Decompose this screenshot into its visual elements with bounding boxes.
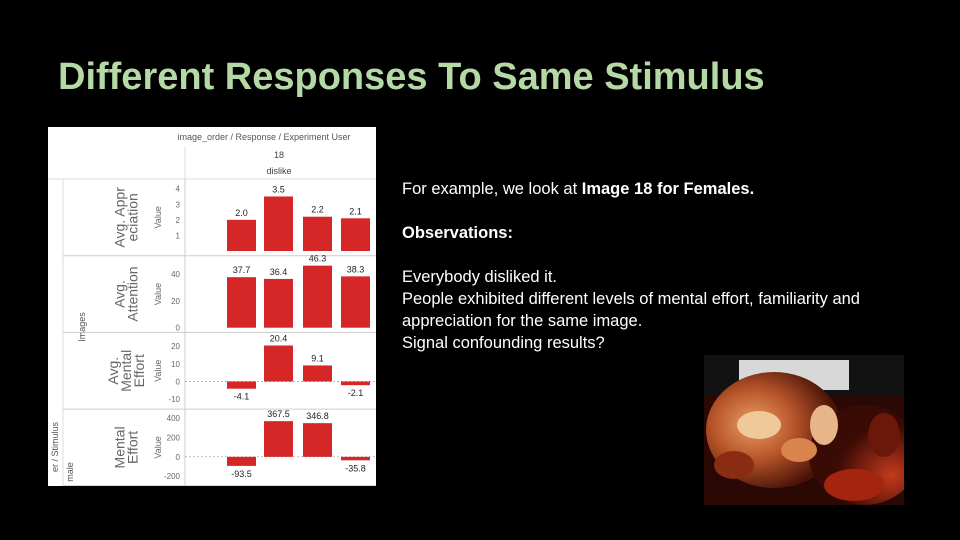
observations-heading: Observations: — [402, 222, 922, 244]
data-label: 20.4 — [270, 334, 288, 344]
y-tick-label: -200 — [164, 472, 181, 481]
stimulus-photo — [704, 355, 904, 505]
bar — [227, 381, 256, 389]
data-label: -93.5 — [231, 469, 252, 479]
value-axis-label: Value — [153, 436, 163, 458]
observation-line-1: Everybody disliked it. — [402, 268, 557, 286]
y-tick-label: 10 — [171, 360, 180, 369]
data-label: 9.1 — [311, 353, 324, 363]
y-tick-label: 20 — [171, 297, 180, 306]
y-tick-label: 0 — [176, 324, 181, 333]
data-label: 38.3 — [347, 264, 365, 274]
bar — [227, 456, 256, 466]
data-label: 346.8 — [306, 411, 329, 421]
y-tick-label: 4 — [176, 185, 181, 194]
observation-line-3: Signal confounding results? — [402, 334, 605, 352]
bar — [303, 216, 332, 251]
y-tick-label: 200 — [167, 433, 181, 442]
data-label: 36.4 — [270, 267, 288, 277]
data-label: 2.1 — [349, 206, 362, 216]
intro-line: For example, we look at Image 18 for Fem… — [402, 178, 922, 200]
photo-icon — [704, 355, 904, 505]
column-header-response: dislike — [266, 166, 291, 176]
data-label: -4.1 — [234, 392, 250, 402]
bar — [341, 381, 370, 386]
bar — [264, 278, 293, 328]
bar — [303, 265, 332, 328]
intro-prefix: For example, we look at — [402, 180, 582, 198]
y-tick-label: 2 — [176, 216, 181, 225]
value-axis-label: Value — [153, 283, 163, 305]
bar — [303, 365, 332, 382]
data-label: 2.0 — [235, 208, 248, 218]
panel-label-line: Avg. — [112, 280, 128, 308]
bar — [227, 277, 256, 328]
panel-label-line: Attention — [125, 266, 141, 321]
data-label: 46.3 — [309, 254, 327, 264]
slide-title: Different Responses To Same Stimulus — [58, 56, 765, 98]
panel-label-line: eciation — [125, 193, 141, 241]
data-label: 367.5 — [267, 409, 290, 419]
data-label: 2.2 — [311, 205, 324, 215]
value-axis-label: Value — [153, 206, 163, 228]
y-tick-label: 20 — [171, 342, 180, 351]
text-block: For example, we look at Image 18 for Fem… — [402, 178, 922, 354]
y-tick-label: 3 — [176, 200, 181, 209]
y-tick-label: 400 — [167, 414, 181, 423]
y-tick-label: -10 — [168, 395, 180, 404]
row-outer-label: er / Stimulus — [50, 421, 60, 472]
chart-header: image_order / Response / Experiment User — [177, 132, 350, 142]
intro-highlight: Image 18 for Females. — [581, 180, 755, 198]
y-tick-label: 40 — [171, 270, 180, 279]
y-tick-label: 0 — [176, 453, 181, 462]
panel-label-line: Avg. Appr — [112, 187, 128, 248]
panel-label-line: Mental — [112, 426, 128, 468]
data-label: -2.1 — [348, 388, 364, 398]
bar — [341, 218, 370, 251]
bar — [264, 196, 293, 251]
chart-panel: image_order / Response / Experiment User… — [48, 127, 376, 486]
y-tick-label: 1 — [176, 231, 181, 240]
panel-label-line: Avg. — [105, 357, 121, 385]
bar — [264, 421, 293, 457]
observation-line-2: People exhibited different levels of men… — [402, 290, 860, 330]
data-label: 3.5 — [272, 184, 285, 194]
panel-label-line: Effort — [131, 354, 147, 387]
panel-label-line: Mental — [118, 350, 134, 392]
data-label: 37.7 — [233, 265, 251, 275]
bar — [341, 276, 370, 328]
row-outer-sublabel: male — [65, 462, 75, 482]
row-group-label: Images — [77, 312, 87, 342]
bar — [303, 423, 332, 457]
bar — [341, 456, 370, 461]
y-tick-label: 0 — [176, 377, 181, 386]
data-label: -35.8 — [345, 463, 366, 473]
value-axis-label: Value — [153, 360, 163, 382]
bar — [264, 345, 293, 382]
observations-heading-text: Observations: — [402, 224, 513, 242]
column-header-value: 18 — [274, 150, 284, 160]
bar — [227, 219, 256, 251]
panel-label-line: Effort — [125, 431, 141, 464]
bar-chart: image_order / Response / Experiment User… — [48, 132, 376, 486]
